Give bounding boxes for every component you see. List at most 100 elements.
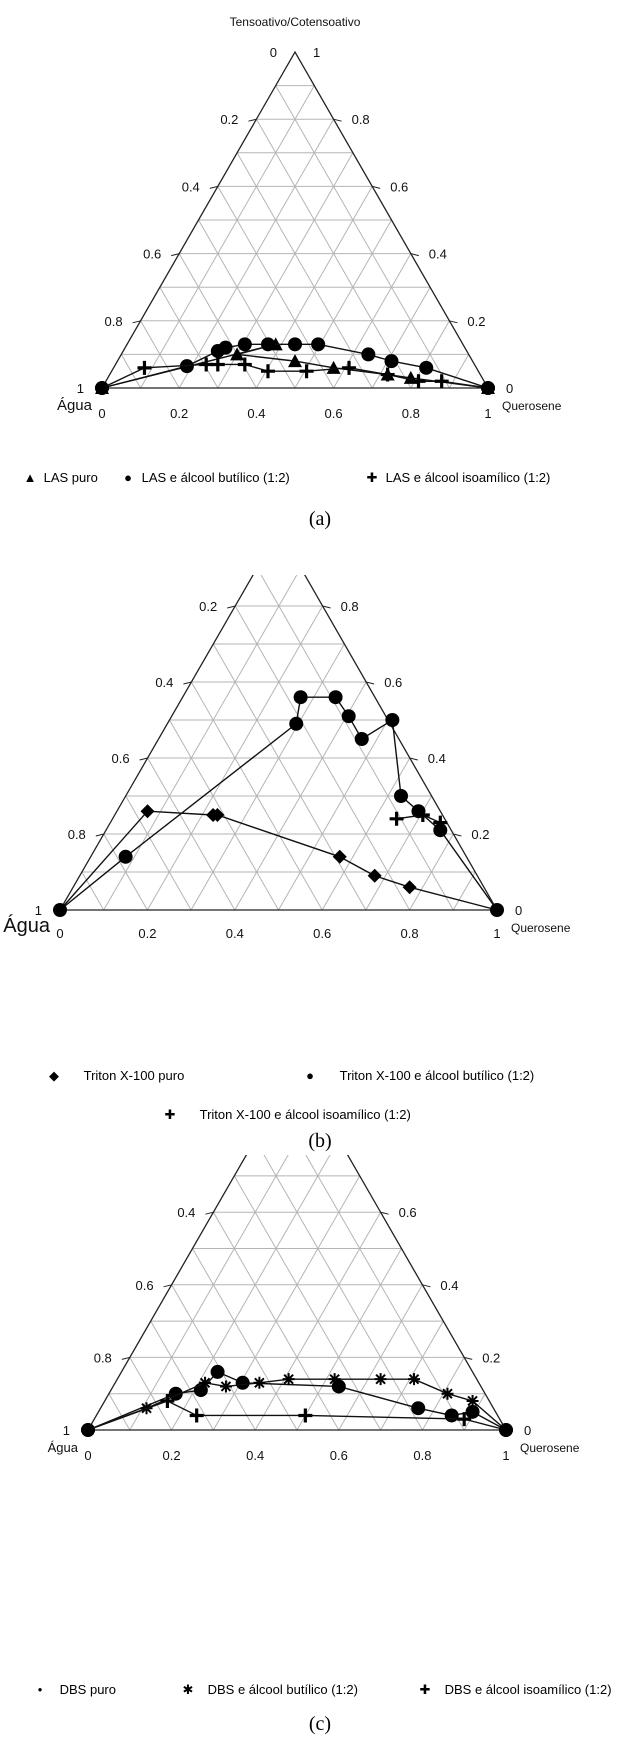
triangle-frame (100, 50, 490, 389)
gridline (140, 85, 315, 389)
tick-label: 0.4 (247, 406, 265, 421)
ternary-panel-b: 00.20.40.60.8110.80.60.40.2000.20.40.60.… (0, 575, 640, 1155)
legend-item-las-puro: ▲ LAS puro (20, 470, 98, 485)
data-point (434, 374, 449, 389)
data-point (293, 690, 308, 705)
data-point (210, 357, 225, 372)
tick-label: 1 (35, 903, 42, 918)
data-point (299, 364, 314, 379)
data-point (237, 337, 252, 352)
gridline (150, 1320, 214, 1431)
data-point (260, 364, 275, 379)
ternary-panel-c: 00.20.40.60.8110.80.60.40.2000.20.40.60.… (0, 1155, 640, 1740)
tick-label: 0.6 (325, 406, 343, 421)
tick-label: 0.8 (402, 406, 420, 421)
data-point (380, 367, 395, 382)
tick-label: 0.4 (246, 1448, 264, 1463)
triangle-marker-icon: ▲ (23, 470, 37, 485)
left-corner-label: Água (3, 914, 51, 937)
left-corner-label: Água (57, 397, 93, 414)
tick-label: 0 (515, 903, 522, 918)
gridline (294, 219, 392, 389)
tick-mark (333, 118, 342, 122)
tick-label: 1 (484, 406, 491, 421)
gridline (380, 1320, 444, 1431)
tick-mark (227, 605, 236, 609)
data-point (419, 360, 434, 375)
series-line (59, 810, 498, 911)
series-asterisk (82, 1373, 512, 1436)
gridline (140, 320, 180, 389)
tick-label: 0.2 (199, 599, 217, 614)
legend-item-dbs-isoamilico: ✚ DBS e álcool isoamílico (1:2) (415, 1682, 612, 1698)
tick-label: 0 (98, 406, 105, 421)
data-point (311, 337, 326, 352)
data-point (444, 1408, 459, 1423)
tick-label: 0.4 (429, 247, 447, 262)
series-line (87, 1378, 507, 1431)
tick-label: 0.8 (94, 1350, 112, 1365)
plus-marker-icon: ✚ (419, 1682, 431, 1697)
gridline (190, 643, 345, 911)
tick-label: 0.2 (471, 827, 489, 842)
tick-label: 1 (313, 45, 320, 60)
tick-label: 0.4 (155, 675, 173, 690)
data-point (298, 1408, 313, 1423)
tick-mark (449, 320, 458, 324)
data-point (389, 811, 404, 826)
grid (81, 575, 476, 911)
ternary-chart-c: 00.20.40.60.8110.80.60.40.2000.20.40.60.… (48, 1155, 580, 1463)
data-point (433, 823, 448, 838)
data-point (199, 1376, 212, 1389)
data-point (289, 716, 304, 731)
small-circle-marker-icon: • (37, 1682, 43, 1697)
gridline (212, 643, 367, 911)
tick-label: 1 (502, 1448, 509, 1463)
legend-item-triton-butilico: ● Triton X-100 e álcool butílico (1:2) (300, 1068, 534, 1083)
tick-label: 1 (77, 381, 84, 396)
right-corner-label: Querosene (511, 921, 571, 935)
data-point (328, 1373, 341, 1386)
tick-label: 0 (506, 381, 513, 396)
gridline (236, 152, 373, 389)
gridline (147, 757, 236, 911)
tick-label: 0.4 (226, 926, 244, 941)
tick-label: 0.4 (428, 751, 446, 766)
series-line (59, 696, 498, 911)
gridline (129, 1357, 173, 1431)
data-point (288, 337, 302, 352)
gridline (192, 1248, 298, 1431)
ternary-chart-a: 0 0.2 0.4 0.6 0.8 1 1 0.8 0.6 0.4 0.2 0 0 0.2 0.4 0.6 0.… (57, 15, 562, 421)
gridline (260, 575, 454, 911)
circle-marker-icon: ● (306, 1068, 314, 1083)
data-point (374, 1373, 387, 1386)
data-point (53, 903, 67, 917)
gridline (234, 605, 411, 911)
grid (108, 1155, 486, 1431)
series-circle (95, 337, 495, 395)
gridline (190, 681, 323, 911)
legend-label: DBS e álcool isoamílico (1:2) (444, 1682, 612, 1697)
tick-mark (95, 833, 104, 837)
data-point (361, 347, 376, 362)
ternary-chart-b: 00.20.40.60.8110.80.60.40.2000.20.40.60.… (3, 575, 571, 941)
gridline (159, 286, 219, 389)
data-point (210, 1364, 225, 1379)
gridline (212, 1211, 340, 1431)
data-point (411, 1401, 426, 1416)
series-line (87, 1400, 507, 1431)
left-corner-label: Água (48, 1440, 79, 1455)
tick-label: 0.2 (138, 926, 156, 941)
right-corner-label: Querosene (502, 399, 562, 413)
gridline (452, 871, 476, 911)
tick-mark (366, 681, 375, 685)
tick-mark (132, 320, 141, 324)
data-point (385, 713, 400, 727)
tick-label: 0.8 (341, 599, 359, 614)
legend-label: LAS e álcool isoamílico (1:2) (385, 470, 551, 485)
tick-label: 0.6 (313, 926, 331, 941)
asterisk-marker-icon: ✱ (182, 1682, 194, 1697)
data-point (341, 709, 356, 724)
tick-label: 1 (493, 926, 500, 941)
data-point (210, 808, 225, 822)
